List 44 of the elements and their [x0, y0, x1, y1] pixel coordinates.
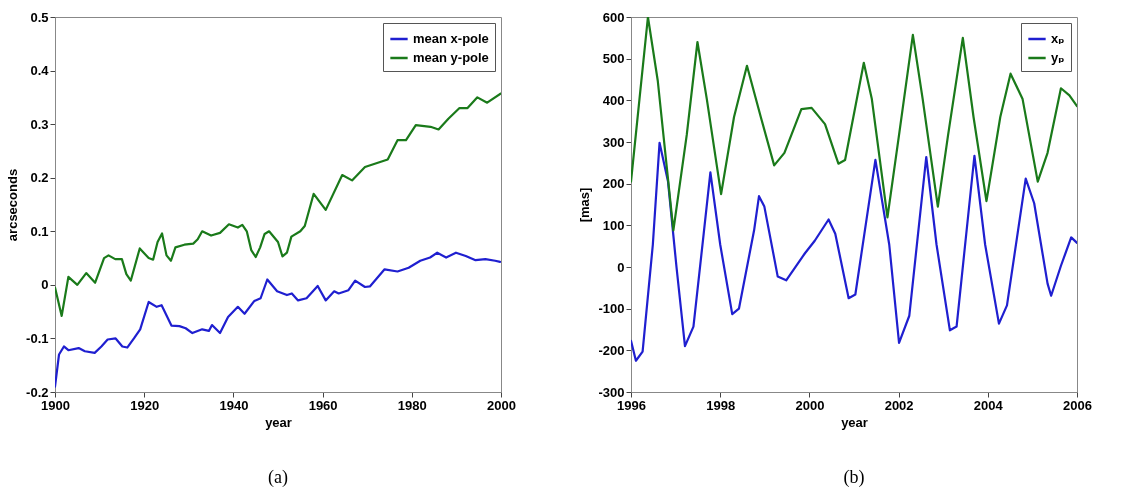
y-tick-label: 0.4: [30, 63, 50, 79]
x-tick-label: 2002: [884, 397, 914, 413]
text: (a): [268, 467, 288, 488]
y-axis-title: [mas]: [577, 187, 593, 223]
line-series: [631, 141, 1077, 362]
y-tick-label: 0: [41, 277, 49, 293]
x-tick-label: 1996: [617, 397, 646, 413]
y-tick-label: 0: [617, 259, 625, 275]
x-axis-title: year: [841, 414, 868, 430]
y-tick-label: 600: [602, 9, 625, 25]
y-tick-label: 500: [602, 51, 625, 67]
y-tick-label: 200: [602, 176, 625, 192]
x-tick-label: 1980: [397, 397, 427, 413]
line-series: [55, 92, 501, 318]
y-tick-label: -200: [598, 342, 625, 358]
y-tick-label: 0.1: [30, 223, 49, 239]
text: (b): [843, 467, 865, 488]
legend-label: yₚ: [1051, 50, 1065, 65]
y-axis-title: arcseconds: [5, 168, 21, 242]
legend-label: mean x-pole: [413, 31, 489, 46]
line-series: [55, 251, 501, 388]
y-tick-label: -300: [598, 384, 625, 400]
x-axis-title: year: [265, 414, 292, 430]
y-tick-label: 0.3: [30, 116, 49, 132]
y-tick-label: -100: [598, 301, 625, 317]
x-tick-label: 2000: [795, 397, 825, 413]
y-tick-label: 300: [602, 134, 625, 150]
legend-label: mean y-pole: [413, 50, 489, 65]
y-tick-label: -0.2: [26, 384, 49, 400]
x-tick-label: 1940: [219, 397, 249, 413]
x-tick-label: 1900: [41, 397, 70, 413]
x-tick-label: 2006: [1063, 397, 1092, 413]
legend-label: xₚ: [1051, 31, 1065, 46]
line-series: [631, 17, 1077, 232]
y-tick-label: 0.5: [30, 9, 49, 25]
x-tick-label: 1960: [308, 397, 338, 413]
x-tick-label: 2004: [973, 397, 1004, 413]
y-tick-label: -0.1: [26, 330, 49, 346]
x-tick-label: 2000: [487, 397, 516, 413]
y-tick-label: 0.2: [30, 170, 49, 186]
x-tick-label: 1998: [706, 397, 736, 413]
y-tick-label: 400: [602, 92, 625, 108]
y-tick-label: 100: [602, 217, 625, 233]
x-tick-label: 1920: [130, 397, 160, 413]
